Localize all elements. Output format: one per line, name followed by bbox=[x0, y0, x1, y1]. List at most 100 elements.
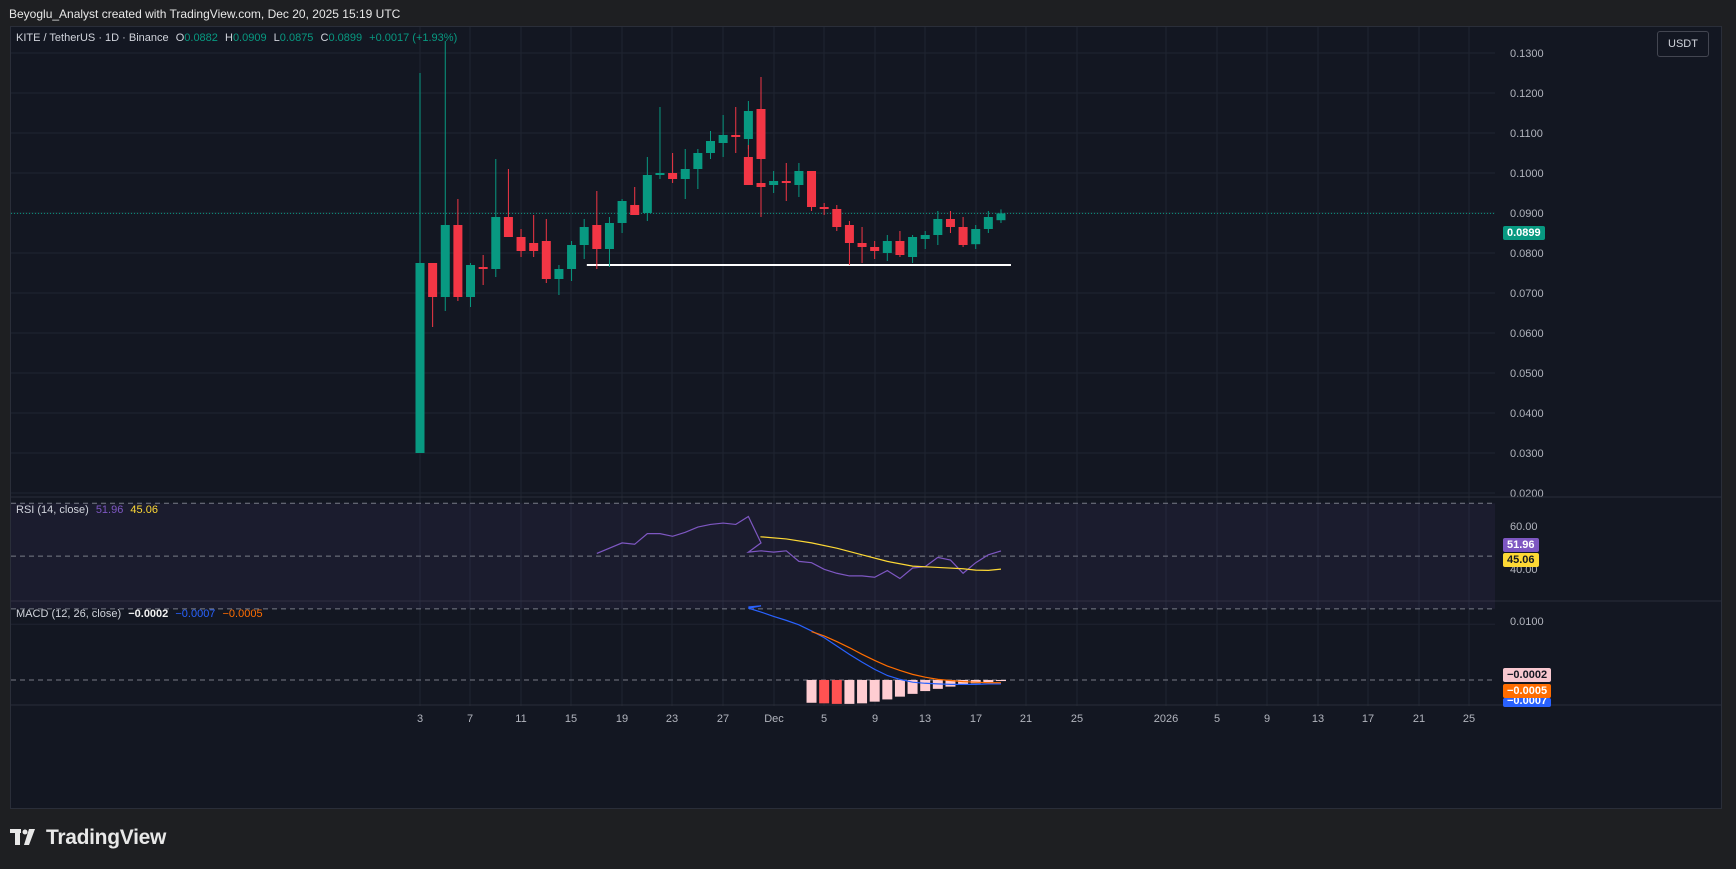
rsi-legend: RSI (14, close) 51.96 45.06 bbox=[16, 504, 162, 516]
candle-body bbox=[807, 171, 817, 207]
candle-body bbox=[882, 241, 892, 253]
candle-body bbox=[579, 227, 589, 245]
candle-body bbox=[743, 111, 753, 139]
candle-body bbox=[718, 135, 728, 143]
tradingview-logo[interactable]: TradingView bbox=[10, 823, 166, 853]
x-tick-label: 17 bbox=[1362, 713, 1374, 725]
rsi-ma-line bbox=[760, 536, 1002, 571]
macd-histogram-bar bbox=[983, 679, 994, 683]
candle-body bbox=[731, 135, 741, 137]
x-tick-label: 9 bbox=[1264, 713, 1270, 725]
x-tick-label: 9 bbox=[872, 713, 878, 725]
macd-histogram-bar bbox=[819, 679, 830, 704]
x-tick-label: 23 bbox=[666, 713, 678, 725]
macd-legend: MACD (12, 26, close) −0.0002 −0.0007 −0.… bbox=[16, 608, 267, 620]
price-tick-label: 0.0400 bbox=[1510, 408, 1544, 420]
candle-body bbox=[756, 109, 766, 159]
candle-body bbox=[971, 229, 981, 245]
candle-body bbox=[857, 243, 867, 247]
x-tick-label: 25 bbox=[1463, 713, 1475, 725]
candle-body bbox=[466, 265, 476, 297]
candle-body bbox=[604, 223, 614, 249]
price-tick-label: 0.0300 bbox=[1510, 448, 1544, 460]
rsi-tick-60: 60.00 bbox=[1510, 521, 1538, 533]
price-tick-label: 0.1000 bbox=[1510, 168, 1544, 180]
author-caption: Beyoglu_Analyst created with TradingView… bbox=[9, 7, 401, 21]
candle-body bbox=[630, 205, 640, 215]
rsi-line bbox=[596, 515, 1002, 580]
rsi-value-tag: 51.96 bbox=[1503, 538, 1539, 552]
candle-body bbox=[440, 225, 450, 297]
macd-histogram-bar bbox=[844, 679, 855, 704]
macd-signal-line bbox=[811, 630, 1001, 684]
candle-body bbox=[920, 235, 930, 239]
candle-body bbox=[428, 263, 438, 297]
candle-body bbox=[453, 225, 463, 297]
candle-body bbox=[705, 141, 715, 153]
candle-body bbox=[996, 213, 1006, 221]
candle-body bbox=[908, 237, 918, 257]
symbol-name: KITE / TetherUS · 1D · Binance bbox=[16, 32, 169, 44]
macd-histogram-bar bbox=[894, 679, 905, 697]
change-value: +0.0017 (+1.93%) bbox=[369, 32, 458, 44]
candle-body bbox=[567, 245, 577, 269]
candle-body bbox=[781, 181, 791, 183]
candle-body bbox=[415, 263, 425, 453]
candle-body bbox=[958, 227, 968, 245]
macd-signal-value: −0.0005 bbox=[222, 608, 263, 620]
x-tick-label: 27 bbox=[717, 713, 729, 725]
x-tick-label: 5 bbox=[1214, 713, 1220, 725]
macd-line-tag: −0.0007 bbox=[1503, 698, 1552, 707]
x-tick-label: 19 bbox=[616, 713, 628, 725]
candle-body bbox=[832, 209, 842, 227]
candle-body bbox=[769, 181, 779, 185]
price-tick-label: 0.1300 bbox=[1510, 48, 1544, 60]
macd-histogram-bar bbox=[806, 679, 817, 703]
macd-histogram-bar bbox=[945, 679, 956, 687]
x-tick-label: 17 bbox=[970, 713, 982, 725]
candle-body bbox=[592, 225, 602, 249]
high-label: H bbox=[224, 32, 233, 44]
open-value: 0.0882 bbox=[184, 32, 218, 44]
x-tick-label: 2026 bbox=[1154, 713, 1178, 725]
candle-body bbox=[794, 171, 804, 185]
macd-hist-tag: −0.0002 bbox=[1503, 668, 1552, 682]
x-tick-label: 13 bbox=[919, 713, 931, 725]
candle-body bbox=[529, 243, 539, 251]
candle-body bbox=[491, 217, 501, 269]
x-tick-label: 13 bbox=[1312, 713, 1324, 725]
x-tick-label: 21 bbox=[1413, 713, 1425, 725]
price-tick-label: 0.0600 bbox=[1510, 328, 1544, 340]
price-tick-label: 0.0200 bbox=[1510, 488, 1544, 500]
candle-body bbox=[680, 169, 690, 179]
chart-container[interactable]: 3 7 11 15 19 23 27 Dec 5 9 13 17 21 25 2026 5 9 13 17 21 25 0… bbox=[10, 26, 1722, 809]
candle-body bbox=[693, 153, 703, 169]
candle-body bbox=[844, 225, 854, 243]
macd-histogram-bar bbox=[920, 679, 931, 692]
last-price-tag: 0.0899 bbox=[1503, 226, 1545, 240]
candle-body bbox=[516, 237, 526, 251]
macd-histogram-bar bbox=[831, 679, 842, 704]
candle-body bbox=[541, 241, 551, 279]
macd-value: −0.0007 bbox=[175, 608, 216, 620]
price-tick-label: 0.1200 bbox=[1510, 88, 1544, 100]
candle-body bbox=[554, 269, 564, 279]
chart-svg[interactable]: 3 7 11 15 19 23 27 Dec 5 9 13 17 21 25 2026 5 9 13 17 21 25 0… bbox=[11, 27, 1722, 809]
candle-body bbox=[642, 175, 652, 213]
price-tick-label: 0.0900 bbox=[1510, 208, 1544, 220]
macd-histogram-bar bbox=[907, 679, 918, 694]
x-tick-label: Dec bbox=[764, 713, 784, 725]
macd-signal-tag: −0.0005 bbox=[1503, 684, 1552, 698]
low-value: 0.0875 bbox=[279, 32, 314, 44]
candle-body bbox=[668, 173, 678, 179]
x-tick-label: 21 bbox=[1020, 713, 1032, 725]
macd-histogram-bar bbox=[869, 679, 880, 702]
open-label: O bbox=[175, 32, 185, 44]
price-tick-label: 0.0700 bbox=[1510, 288, 1544, 300]
x-tick-label: 3 bbox=[417, 713, 423, 725]
brand-name: TradingView bbox=[46, 826, 167, 849]
candle-body bbox=[743, 157, 753, 185]
candle-body bbox=[503, 217, 513, 237]
top-caption-bar: Beyoglu_Analyst created with TradingView… bbox=[0, 0, 1736, 26]
currency-unit-button[interactable]: USDT bbox=[1657, 31, 1709, 57]
